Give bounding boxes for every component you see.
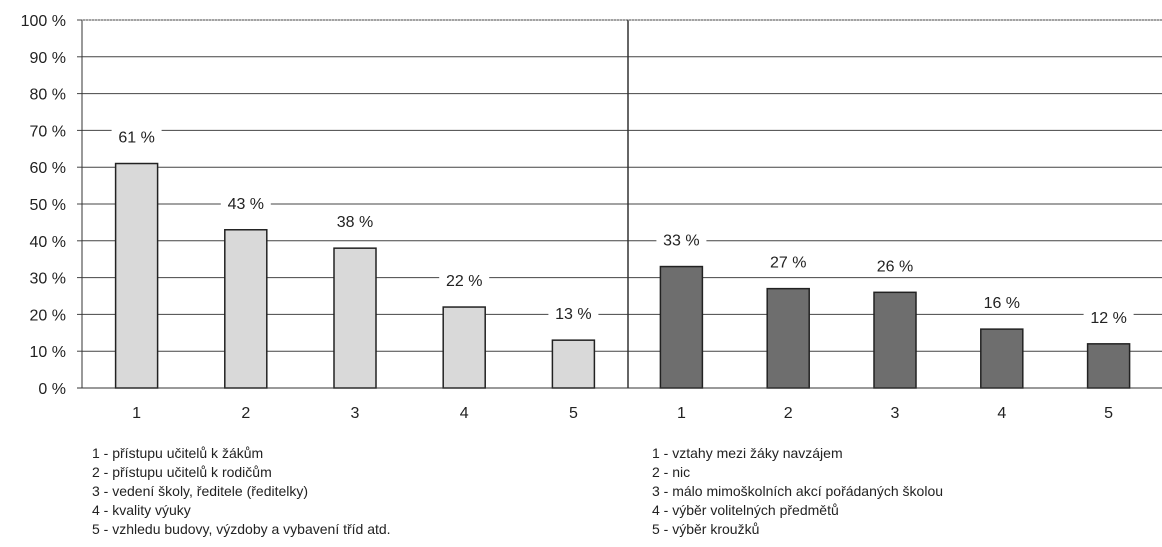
legend-item: 3 - vedení školy, ředitele (ředitelky) xyxy=(92,483,309,499)
legend-item: 2 - přístupu učitelů k rodičům xyxy=(92,464,272,480)
data-label-bg xyxy=(976,293,1027,314)
data-labels: 61 % 43 % 38 % 22 % 13 % 33 % 27 % 26 % 16 % 12 % xyxy=(111,127,1134,328)
x-tick-label: 2 xyxy=(241,405,250,422)
legend-item: 5 - vzhledu budovy, výzdoby a vybavení t… xyxy=(92,521,391,537)
legend-right: 1 - vztahy mezi žáky navzájem 2 - nic 3 … xyxy=(652,444,943,539)
bar xyxy=(224,229,268,389)
bar xyxy=(333,247,377,389)
y-tick-label: 70 % xyxy=(30,123,66,140)
legend-item: 2 - nic xyxy=(652,464,691,480)
bar xyxy=(442,306,486,389)
y-tick-label: 90 % xyxy=(30,50,66,67)
data-label: 12 % xyxy=(1090,310,1126,327)
bar xyxy=(766,287,810,389)
x-axis-ticks: 1 2 3 4 5 1 2 3 4 5 xyxy=(132,405,1113,422)
y-tick-label: 100 % xyxy=(21,13,66,30)
data-label: 33 % xyxy=(663,233,699,250)
data-label: 22 % xyxy=(446,273,482,290)
legend-item: 4 - výběr volitelných předmětů xyxy=(652,502,839,518)
y-tick-label: 0 % xyxy=(38,381,66,398)
data-label-bg xyxy=(870,256,920,277)
data-label-bg xyxy=(439,271,490,292)
bar xyxy=(659,265,704,389)
x-tick-label: 5 xyxy=(1104,405,1113,422)
data-label-bg xyxy=(548,304,599,325)
data-label-bg xyxy=(656,230,707,251)
y-tick-label: 60 % xyxy=(30,160,66,177)
data-label: 61 % xyxy=(118,130,154,147)
data-label: 16 % xyxy=(984,295,1020,312)
x-tick-label: 5 xyxy=(569,405,578,422)
data-label-bg xyxy=(330,212,380,233)
y-tick-label: 10 % xyxy=(30,344,66,361)
data-label: 38 % xyxy=(337,214,373,231)
data-label-bg xyxy=(1083,307,1134,328)
y-tick-label: 80 % xyxy=(30,87,66,104)
bar xyxy=(1086,343,1131,389)
data-label: 43 % xyxy=(228,196,264,213)
bar xyxy=(114,162,159,389)
data-label: 26 % xyxy=(877,258,913,275)
data-label-bg xyxy=(763,252,814,273)
bar xyxy=(551,339,596,389)
data-label-bg xyxy=(111,127,162,148)
x-tick-label: 3 xyxy=(351,405,360,422)
data-label-bg xyxy=(220,193,271,214)
legend-item: 1 - přístupu učitelů k žákům xyxy=(92,445,264,461)
x-tick-label: 3 xyxy=(891,405,900,422)
legend-item: 4 - kvality výuky xyxy=(92,502,191,518)
y-tick-label: 50 % xyxy=(30,197,66,214)
legend-item: 1 - vztahy mezi žáky navzájem xyxy=(652,445,843,461)
legend-left: 1 - přístupu učitelů k žákům 2 - přístup… xyxy=(92,444,391,539)
axes xyxy=(77,19,1162,389)
x-tick-label: 4 xyxy=(460,405,469,422)
data-label: 13 % xyxy=(555,306,591,323)
y-tick-label: 20 % xyxy=(30,307,66,324)
x-tick-label: 1 xyxy=(132,405,141,422)
y-tick-label: 30 % xyxy=(30,271,66,288)
x-tick-label: 2 xyxy=(784,405,793,422)
y-tick-label: 40 % xyxy=(30,234,66,251)
bars xyxy=(114,162,1131,389)
y-axis-ticks: 0 % 10 % 20 % 30 % 40 % 50 % 60 % 70 % 80 % 90 % 1… xyxy=(21,13,82,398)
bar xyxy=(873,291,917,389)
x-tick-label: 4 xyxy=(997,405,1006,422)
bar xyxy=(980,328,1024,389)
data-label: 27 % xyxy=(770,255,806,272)
legend-item: 3 - málo mimoškolních akcí pořádaných šk… xyxy=(652,483,944,499)
x-tick-label: 1 xyxy=(677,405,686,422)
bar-chart: 0 % 10 % 20 % 30 % 40 % 50 % 60 % 70 % 80 % 90 % 1… xyxy=(21,13,1162,422)
legend-item: 5 - výběr kroužků xyxy=(652,521,760,537)
